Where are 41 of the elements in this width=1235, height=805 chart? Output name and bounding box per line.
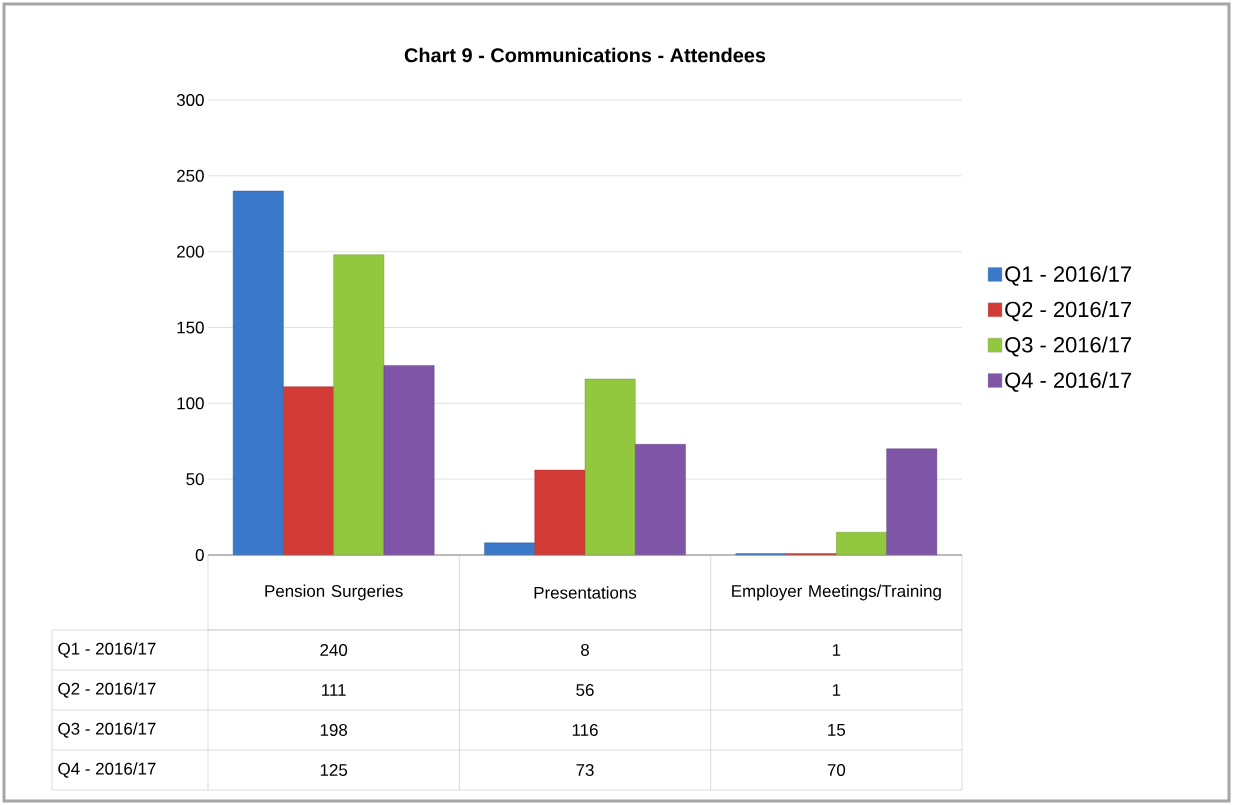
data-label: 1 (832, 644, 841, 656)
bar (635, 444, 686, 556)
chart-title: Chart 9 - Communications - Attendees (404, 47, 766, 63)
data-label: 73 (576, 763, 594, 776)
y-tick-label: 0 (195, 548, 204, 561)
legend-label: Q3 - 2016/17 (1005, 336, 1132, 357)
data-label: 56 (576, 683, 594, 696)
x-tick-label: Employer Meetings/Training (732, 584, 941, 601)
y-tick-label: 300 (176, 93, 204, 106)
bar (836, 532, 887, 556)
text: Q4 - 2016/17 (58, 762, 156, 778)
bar (886, 448, 938, 556)
data-label: 8 (581, 643, 589, 656)
data-label: 70 (827, 763, 846, 776)
legend-label: Q4 - 2016/17 (1005, 371, 1132, 392)
data-label: 15 (828, 724, 846, 736)
x-tick-label: Presentations (534, 586, 637, 599)
bar (232, 190, 284, 556)
bar (484, 542, 535, 556)
data-label: 125 (320, 763, 348, 776)
bar (333, 254, 385, 556)
y-tick-label: 200 (177, 245, 204, 258)
bar (283, 386, 334, 556)
data-label: 1 (832, 684, 841, 696)
y-tick-label: 150 (177, 321, 204, 334)
x-tick-label: Pension Surgeries (265, 584, 403, 601)
data-label: 111 (322, 684, 346, 696)
bar (534, 469, 586, 556)
y-tick-label: 250 (177, 169, 204, 182)
bar (383, 365, 435, 556)
text: Q1 - 2016/17 (58, 642, 156, 658)
legend-label: Q2 - 2016/17 (1005, 301, 1132, 322)
text: Q3 - 2016/17 (58, 722, 156, 738)
y-tick-label: 50 (186, 473, 204, 486)
y-tick-label: 100 (177, 397, 204, 410)
data-label: 198 (320, 723, 348, 736)
bar (584, 378, 636, 556)
data-label: 240 (320, 643, 348, 656)
text: Q2 - 2016/17 (58, 682, 156, 698)
data-label: 116 (572, 723, 598, 736)
legend-label: Q1 - 2016/17 (1005, 265, 1132, 286)
